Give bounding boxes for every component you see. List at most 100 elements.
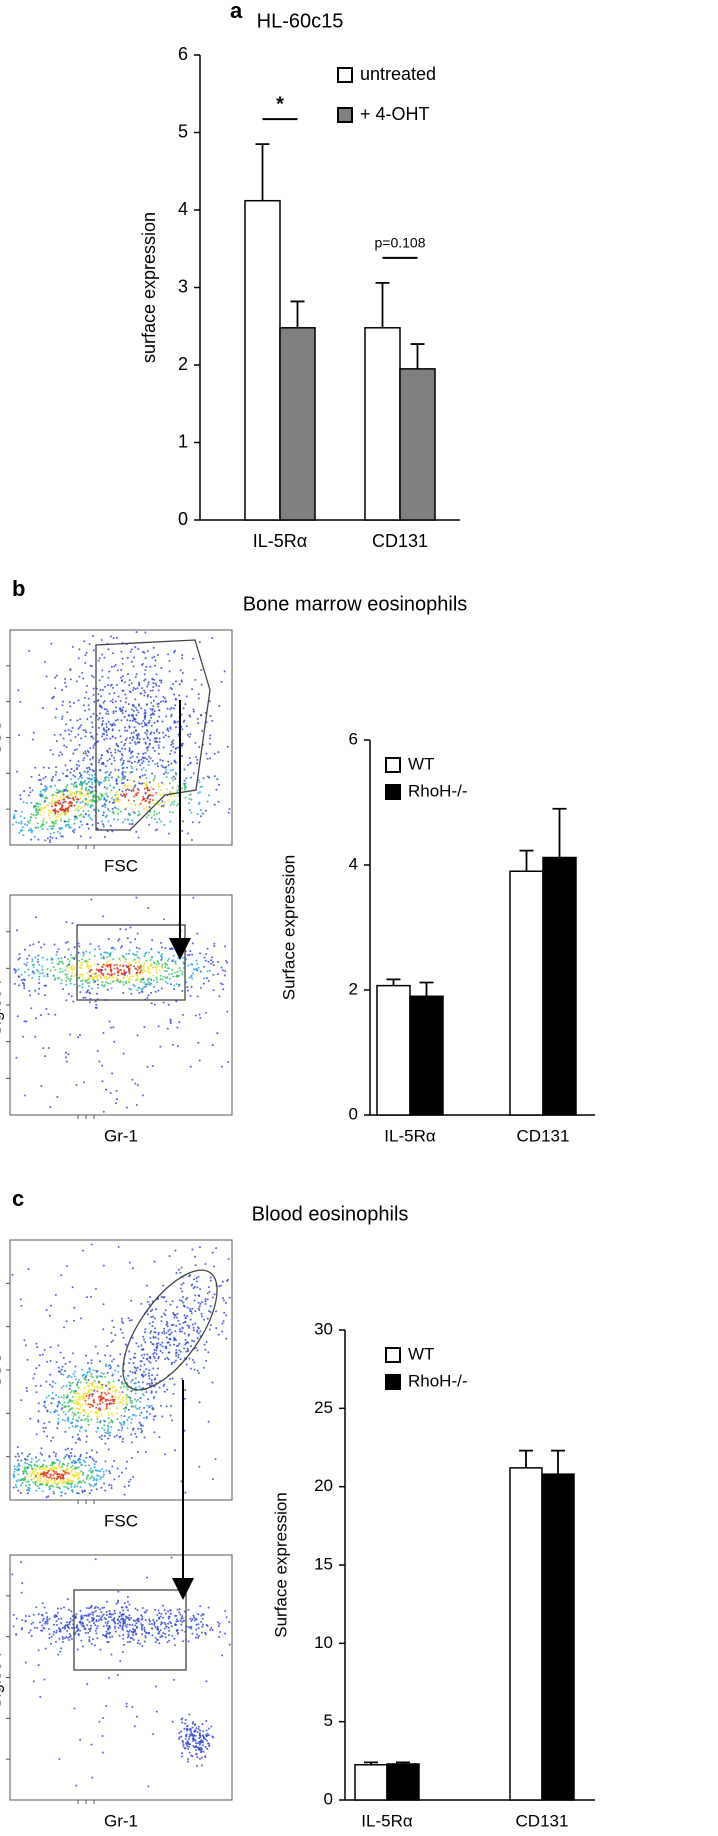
event-dot xyxy=(109,1627,111,1629)
event-dot xyxy=(143,1026,145,1028)
event-dot xyxy=(69,1033,71,1035)
event-dot xyxy=(213,945,215,947)
event-dot xyxy=(62,1636,64,1638)
event-dot xyxy=(169,753,171,755)
event-dot xyxy=(95,1630,97,1632)
event-dot xyxy=(62,1641,64,1643)
event-dot xyxy=(194,679,196,681)
event-dot xyxy=(42,1481,44,1483)
event-dot xyxy=(91,1449,93,1451)
event-dot xyxy=(154,763,156,765)
event-dot xyxy=(157,1628,159,1630)
event-dot xyxy=(91,1489,93,1491)
event-dot xyxy=(88,958,90,960)
event-dot xyxy=(93,1390,95,1392)
event-dot xyxy=(137,742,139,744)
event-dot xyxy=(31,977,33,979)
event-dot xyxy=(140,759,142,761)
event-dot xyxy=(129,823,131,825)
event-dot xyxy=(60,751,62,753)
event-dot xyxy=(118,1379,120,1381)
event-dot xyxy=(41,1454,43,1456)
event-dot xyxy=(144,1341,146,1343)
event-dot xyxy=(151,957,153,959)
event-dot xyxy=(143,1394,145,1396)
event-dot xyxy=(173,759,175,761)
event-dot xyxy=(127,1389,129,1391)
event-dot xyxy=(125,981,127,983)
event-dot xyxy=(34,805,36,807)
event-dot xyxy=(28,830,30,832)
event-dot xyxy=(201,1748,203,1750)
event-dot xyxy=(105,731,107,733)
event-dot xyxy=(74,1631,76,1633)
event-dot xyxy=(147,722,149,724)
event-dot xyxy=(148,802,150,804)
event-dot xyxy=(182,1640,184,1642)
event-dot xyxy=(86,1372,88,1374)
event-dot xyxy=(114,1334,116,1336)
event-dot xyxy=(215,1310,217,1312)
event-dot xyxy=(103,797,105,799)
event-dot xyxy=(187,1609,189,1611)
event-dot xyxy=(90,1625,92,1627)
event-dot xyxy=(65,1414,67,1416)
event-dot xyxy=(111,763,113,765)
event-dot xyxy=(48,1637,50,1639)
event-dot xyxy=(76,680,78,682)
event-dot xyxy=(69,801,71,803)
event-dot xyxy=(133,731,135,733)
event-dot xyxy=(34,1463,36,1465)
x-tick-label: IL-5Rα xyxy=(361,1811,413,1830)
event-dot xyxy=(153,1624,155,1626)
event-dot xyxy=(151,713,153,715)
event-dot xyxy=(191,688,193,690)
event-dot xyxy=(110,825,112,827)
event-dot xyxy=(57,811,59,813)
event-dot xyxy=(102,733,104,735)
event-dot xyxy=(145,970,147,972)
event-dot xyxy=(166,1389,168,1391)
event-dot xyxy=(58,1367,60,1369)
event-dot xyxy=(152,1065,154,1067)
event-dot xyxy=(174,1330,176,1332)
event-dot xyxy=(91,988,93,990)
event-dot xyxy=(153,962,155,964)
event-dot xyxy=(130,1617,132,1619)
event-dot xyxy=(146,733,148,735)
event-dot xyxy=(28,1632,30,1634)
event-dot xyxy=(165,769,167,771)
event-dot xyxy=(64,1431,66,1433)
event-dot xyxy=(87,1413,89,1415)
event-dot xyxy=(91,1605,93,1607)
event-dot xyxy=(130,1434,132,1436)
event-dot xyxy=(131,979,133,981)
event-dot xyxy=(115,1390,117,1392)
event-dot xyxy=(104,786,106,788)
event-dot xyxy=(187,1307,189,1309)
event-dot xyxy=(169,820,171,822)
event-dot xyxy=(164,1453,166,1455)
event-dot xyxy=(85,1411,87,1413)
event-dot xyxy=(99,782,101,784)
event-dot xyxy=(145,1374,147,1376)
event-dot xyxy=(58,977,60,979)
event-dot xyxy=(100,695,102,697)
event-dot xyxy=(110,1027,112,1029)
event-dot xyxy=(153,700,155,702)
event-dot xyxy=(65,1636,67,1638)
event-dot xyxy=(131,732,133,734)
event-dot xyxy=(164,966,166,968)
event-dot xyxy=(39,1696,41,1698)
event-dot xyxy=(51,959,53,961)
event-dot xyxy=(24,823,26,825)
event-dot xyxy=(17,1490,19,1492)
event-dot xyxy=(20,1459,22,1461)
event-dot xyxy=(82,759,84,761)
event-dot xyxy=(32,789,34,791)
event-dot xyxy=(55,800,57,802)
event-dot xyxy=(101,1372,103,1374)
event-dot xyxy=(153,1621,155,1623)
event-dot xyxy=(70,678,72,680)
event-dot xyxy=(209,743,211,745)
